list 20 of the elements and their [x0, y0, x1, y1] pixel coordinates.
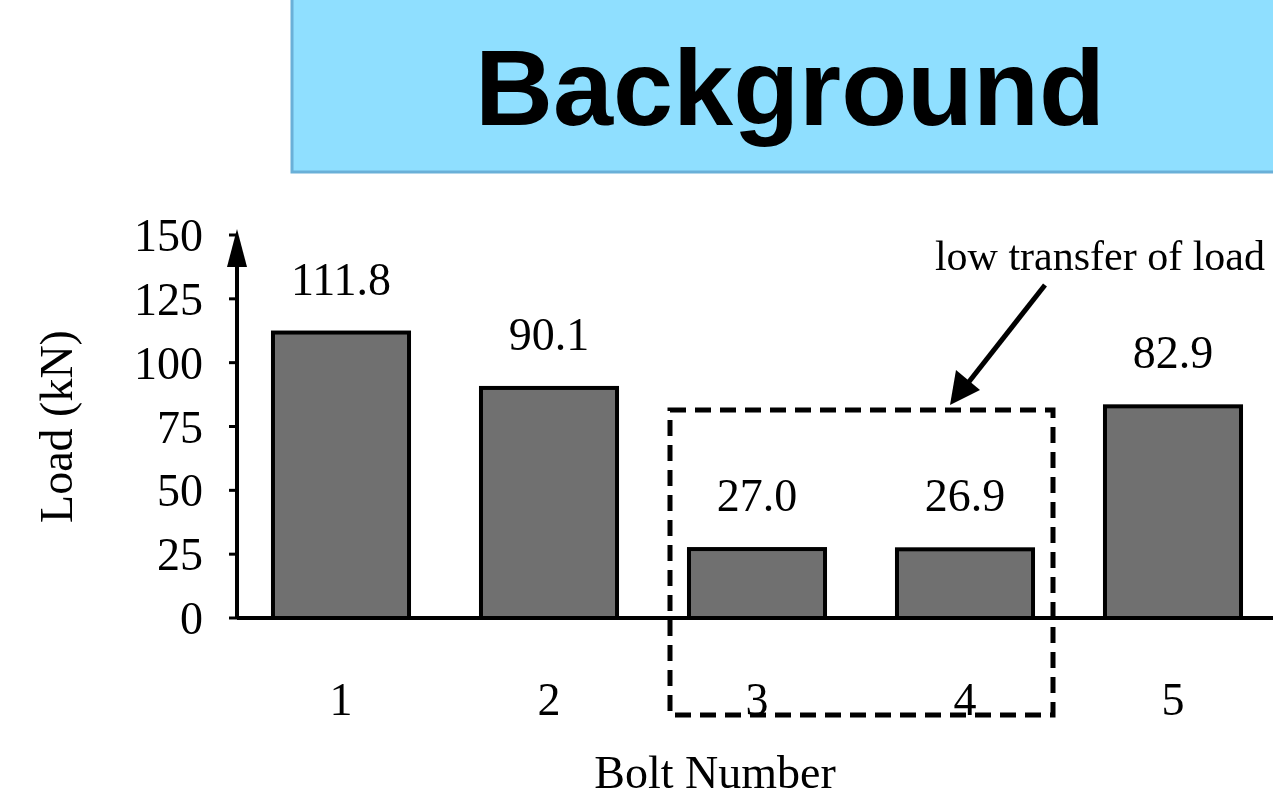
y-tick-label: 150 [134, 210, 203, 261]
x-tick-label: 5 [1161, 674, 1185, 725]
y-tick-label: 125 [134, 273, 203, 325]
y-tick-label: 100 [134, 337, 203, 389]
y-tick-label: 0 [180, 593, 203, 644]
x-axis-title: Bolt Number [594, 747, 836, 796]
x-tick-label: 2 [537, 674, 561, 725]
y-axis-title: Load (kN) [31, 330, 82, 523]
y-tick-label: 75 [157, 401, 203, 453]
data-label: 27.0 [716, 470, 798, 522]
y-tick-label: 50 [157, 465, 203, 517]
data-label: 26.9 [924, 470, 1006, 522]
x-tick-label: 4 [953, 674, 977, 725]
chart-title: Background [474, 27, 1106, 148]
data-label: 111.8 [290, 253, 392, 305]
data-label: 90.1 [508, 308, 590, 360]
y-tick-label: 25 [157, 529, 203, 581]
annotation: low transfer of load [934, 233, 1265, 279]
data-label: 82.9 [1132, 327, 1214, 379]
x-tick-label: 1 [329, 674, 353, 725]
